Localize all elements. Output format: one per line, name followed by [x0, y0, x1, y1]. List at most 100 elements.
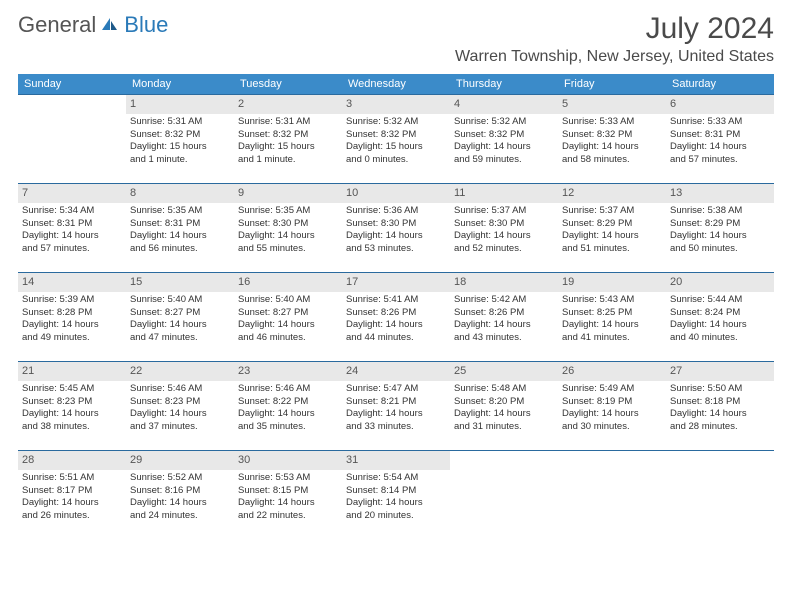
- day-cell: 16Sunrise: 5:40 AMSunset: 8:27 PMDayligh…: [234, 273, 342, 361]
- day-line: Sunset: 8:14 PM: [346, 485, 446, 498]
- day-line: Daylight: 14 hours: [562, 230, 662, 243]
- day-cell: 3Sunrise: 5:32 AMSunset: 8:32 PMDaylight…: [342, 95, 450, 183]
- day-line: Sunset: 8:18 PM: [670, 396, 770, 409]
- day-line: Sunrise: 5:35 AM: [130, 205, 230, 218]
- day-number: 1: [126, 95, 234, 114]
- day-content: Sunrise: 5:54 AMSunset: 8:14 PMDaylight:…: [342, 470, 450, 529]
- day-number: 17: [342, 273, 450, 292]
- day-line: Sunset: 8:19 PM: [562, 396, 662, 409]
- day-cell: 12Sunrise: 5:37 AMSunset: 8:29 PMDayligh…: [558, 184, 666, 272]
- day-line: Sunrise: 5:31 AM: [130, 116, 230, 129]
- day-line: Daylight: 14 hours: [238, 319, 338, 332]
- day-cell: 22Sunrise: 5:46 AMSunset: 8:23 PMDayligh…: [126, 362, 234, 450]
- day-line: Daylight: 14 hours: [670, 230, 770, 243]
- day-header-tuesday: Tuesday: [234, 74, 342, 94]
- week-row: 21Sunrise: 5:45 AMSunset: 8:23 PMDayligh…: [18, 361, 774, 450]
- day-line: and 41 minutes.: [562, 332, 662, 345]
- day-line: Sunrise: 5:42 AM: [454, 294, 554, 307]
- day-cell: 4Sunrise: 5:32 AMSunset: 8:32 PMDaylight…: [450, 95, 558, 183]
- day-header-monday: Monday: [126, 74, 234, 94]
- week-row: 14Sunrise: 5:39 AMSunset: 8:28 PMDayligh…: [18, 272, 774, 361]
- day-line: and 28 minutes.: [670, 421, 770, 434]
- day-line: Sunset: 8:32 PM: [346, 129, 446, 142]
- day-line: Sunset: 8:32 PM: [130, 129, 230, 142]
- day-number: 25: [450, 362, 558, 381]
- day-line: Sunset: 8:16 PM: [130, 485, 230, 498]
- day-line: Daylight: 14 hours: [454, 408, 554, 421]
- day-line: and 51 minutes.: [562, 243, 662, 256]
- day-line: and 43 minutes.: [454, 332, 554, 345]
- day-line: and 49 minutes.: [22, 332, 122, 345]
- day-number: 16: [234, 273, 342, 292]
- page-header: General Blue July 2024 Warren Township, …: [18, 12, 774, 66]
- day-cell: [450, 451, 558, 539]
- day-line: Sunrise: 5:41 AM: [346, 294, 446, 307]
- day-number: 21: [18, 362, 126, 381]
- day-line: Daylight: 14 hours: [346, 230, 446, 243]
- day-content: Sunrise: 5:42 AMSunset: 8:26 PMDaylight:…: [450, 292, 558, 351]
- day-cell: 11Sunrise: 5:37 AMSunset: 8:30 PMDayligh…: [450, 184, 558, 272]
- day-number: 12: [558, 184, 666, 203]
- day-cell: 28Sunrise: 5:51 AMSunset: 8:17 PMDayligh…: [18, 451, 126, 539]
- day-line: Daylight: 14 hours: [238, 408, 338, 421]
- day-line: and 20 minutes.: [346, 510, 446, 523]
- day-line: Sunrise: 5:34 AM: [22, 205, 122, 218]
- day-content: Sunrise: 5:38 AMSunset: 8:29 PMDaylight:…: [666, 203, 774, 262]
- day-line: Sunset: 8:28 PM: [22, 307, 122, 320]
- day-content: Sunrise: 5:45 AMSunset: 8:23 PMDaylight:…: [18, 381, 126, 440]
- day-line: Sunrise: 5:46 AM: [130, 383, 230, 396]
- day-line: Daylight: 14 hours: [238, 230, 338, 243]
- day-line: Sunset: 8:26 PM: [346, 307, 446, 320]
- day-cell: 30Sunrise: 5:53 AMSunset: 8:15 PMDayligh…: [234, 451, 342, 539]
- day-number: 22: [126, 362, 234, 381]
- day-number: 3: [342, 95, 450, 114]
- day-line: and 0 minutes.: [346, 154, 446, 167]
- day-number: 11: [450, 184, 558, 203]
- day-cell: 8Sunrise: 5:35 AMSunset: 8:31 PMDaylight…: [126, 184, 234, 272]
- day-content: [18, 114, 126, 122]
- day-line: and 33 minutes.: [346, 421, 446, 434]
- day-line: Sunset: 8:22 PM: [238, 396, 338, 409]
- day-cell: 29Sunrise: 5:52 AMSunset: 8:16 PMDayligh…: [126, 451, 234, 539]
- day-content: Sunrise: 5:53 AMSunset: 8:15 PMDaylight:…: [234, 470, 342, 529]
- day-cell: 31Sunrise: 5:54 AMSunset: 8:14 PMDayligh…: [342, 451, 450, 539]
- day-number: [18, 95, 126, 114]
- day-number: 8: [126, 184, 234, 203]
- day-number: 31: [342, 451, 450, 470]
- weeks-container: 1Sunrise: 5:31 AMSunset: 8:32 PMDaylight…: [18, 94, 774, 539]
- day-line: Daylight: 14 hours: [130, 408, 230, 421]
- day-cell: [558, 451, 666, 539]
- day-line: and 1 minute.: [130, 154, 230, 167]
- day-number: 20: [666, 273, 774, 292]
- day-number: 5: [558, 95, 666, 114]
- logo-sail-icon: [100, 12, 120, 38]
- day-line: and 50 minutes.: [670, 243, 770, 256]
- day-line: Sunrise: 5:33 AM: [562, 116, 662, 129]
- day-content: Sunrise: 5:47 AMSunset: 8:21 PMDaylight:…: [342, 381, 450, 440]
- day-line: Sunset: 8:23 PM: [22, 396, 122, 409]
- day-line: Sunrise: 5:35 AM: [238, 205, 338, 218]
- day-content: Sunrise: 5:31 AMSunset: 8:32 PMDaylight:…: [234, 114, 342, 173]
- day-line: Daylight: 14 hours: [670, 141, 770, 154]
- day-cell: 17Sunrise: 5:41 AMSunset: 8:26 PMDayligh…: [342, 273, 450, 361]
- day-line: Sunset: 8:24 PM: [670, 307, 770, 320]
- day-line: Daylight: 14 hours: [562, 408, 662, 421]
- day-line: Sunset: 8:30 PM: [238, 218, 338, 231]
- day-content: Sunrise: 5:31 AMSunset: 8:32 PMDaylight:…: [126, 114, 234, 173]
- day-cell: 20Sunrise: 5:44 AMSunset: 8:24 PMDayligh…: [666, 273, 774, 361]
- day-content: [558, 470, 666, 478]
- day-line: Sunrise: 5:49 AM: [562, 383, 662, 396]
- day-line: and 53 minutes.: [346, 243, 446, 256]
- title-block: July 2024 Warren Township, New Jersey, U…: [455, 12, 774, 66]
- day-content: Sunrise: 5:32 AMSunset: 8:32 PMDaylight:…: [450, 114, 558, 173]
- day-line: Daylight: 15 hours: [238, 141, 338, 154]
- day-line: Sunrise: 5:45 AM: [22, 383, 122, 396]
- day-line: Sunrise: 5:52 AM: [130, 472, 230, 485]
- day-content: Sunrise: 5:33 AMSunset: 8:31 PMDaylight:…: [666, 114, 774, 173]
- day-cell: 5Sunrise: 5:33 AMSunset: 8:32 PMDaylight…: [558, 95, 666, 183]
- day-number: 27: [666, 362, 774, 381]
- day-content: Sunrise: 5:46 AMSunset: 8:23 PMDaylight:…: [126, 381, 234, 440]
- day-cell: 27Sunrise: 5:50 AMSunset: 8:18 PMDayligh…: [666, 362, 774, 450]
- day-cell: 2Sunrise: 5:31 AMSunset: 8:32 PMDaylight…: [234, 95, 342, 183]
- day-number: 2: [234, 95, 342, 114]
